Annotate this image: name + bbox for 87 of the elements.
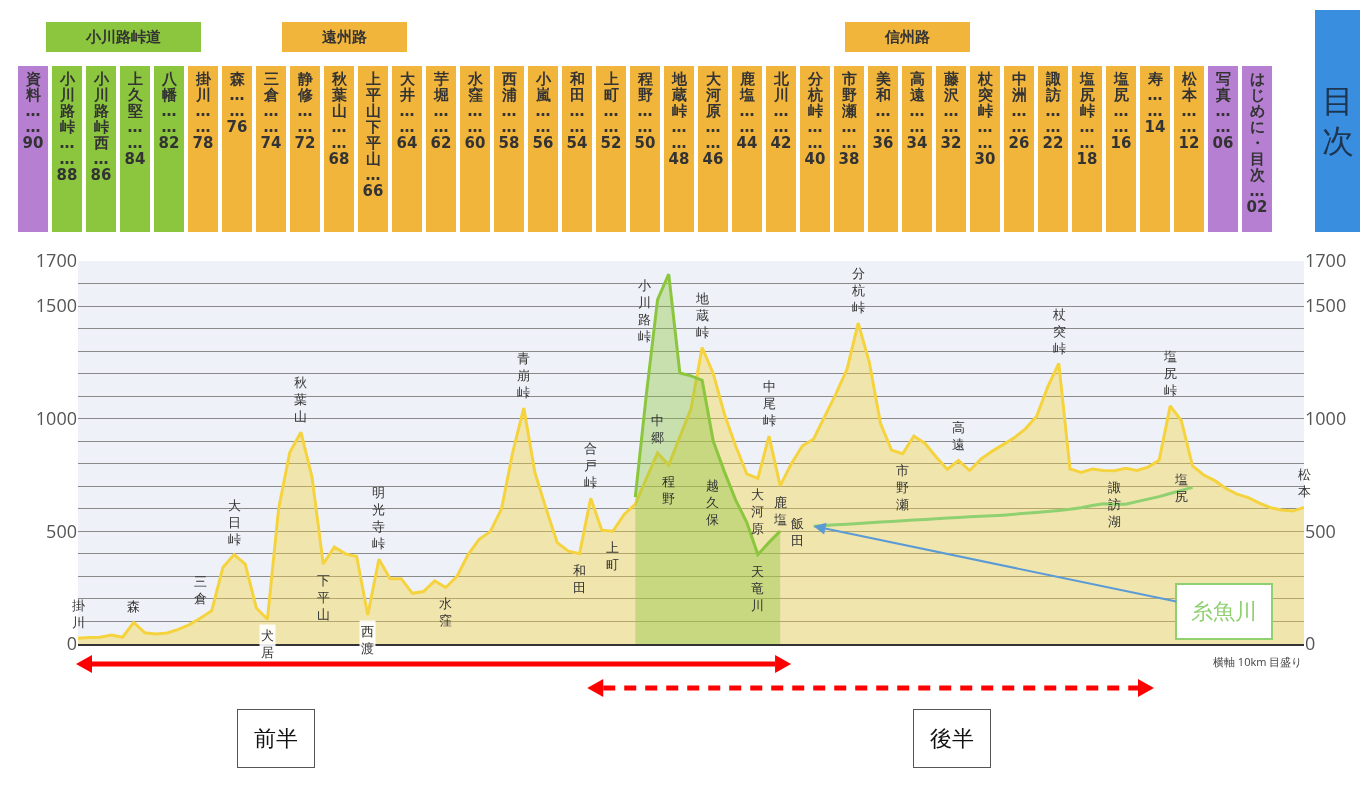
category-label: 小川路峠西…86 [86,66,116,232]
category-label: 水窪……60 [460,66,490,232]
data-label: 上町 [606,538,619,573]
text: 後半 [930,726,974,751]
data-label: 明光寺峠 [372,483,385,552]
data-label: 青崩峠 [517,349,530,401]
data-label: 越久保 [706,476,719,528]
data-label: 秋葉山 [294,373,307,425]
category-label: 上久堅……84 [120,66,150,232]
text: 目次 [1249,150,1265,184]
category-label: 森……76 [222,66,252,232]
category-label: 大井……64 [392,66,422,232]
category-label: 写真……06 [1208,66,1238,232]
category-label: 和田……54 [562,66,592,232]
data-label: 森 [127,597,140,615]
category-label: 資料……90 [18,66,48,232]
category-label: 松本……12 [1174,66,1204,232]
category-label: 塩尻峠……18 [1072,66,1102,232]
y-tick-label: 1700 [35,248,77,273]
text: 小川路峠道 [45,22,201,52]
category-label: 市野瀬……38 [834,66,864,232]
category-label: 小川路峠……88 [52,66,82,232]
category-label: 鹿塩……44 [732,66,762,232]
category-label: 藤沢……32 [936,66,966,232]
title-panel: 目次 [1315,10,1360,232]
data-label: 和田 [573,561,586,596]
data-label: 犬居 [261,626,274,661]
text: 糸魚川 [1191,599,1257,624]
category-label: 地蔵峠……48 [664,66,694,232]
category-label: 掛川……78 [188,66,218,232]
category-label: 高遠……34 [902,66,932,232]
category-label: 美和……36 [868,66,898,232]
text: 前半 [254,726,298,751]
data-label: 鹿塩 [773,493,787,528]
category-label: 小嵐……56 [528,66,558,232]
data-label: 分杭峠 [851,264,865,316]
category-label: 秋葉山……68 [324,66,354,232]
data-label: 天竜川 [751,562,764,614]
data-label: 西渡 [361,622,374,657]
y-tick-label: 0 [66,631,77,656]
data-label: 三倉 [194,572,207,607]
y2-tick-label: 0 [1305,631,1316,656]
data-label: 小川路峠 [638,276,651,345]
data-label: 諏訪湖 [1108,478,1121,530]
category-label: 大河原……46 [698,66,728,232]
category-label: 八幡……82 [154,66,184,232]
data-label: 地蔵峠 [695,289,709,341]
data-label: 中尾峠 [763,377,776,429]
data-label: 水窪 [439,594,452,629]
category-label: 分杭峠……40 [800,66,830,232]
y-tick-label: 500 [46,518,77,543]
category-label: 塩尻……16 [1106,66,1136,232]
category-label: 西浦……58 [494,66,524,232]
data-label: 合戸峠 [584,439,597,491]
category-label: 中洲……26 [1004,66,1034,232]
data-label: 掛川 [72,596,85,631]
data-label: 市野瀬 [896,461,909,513]
category-label: 程野……50 [630,66,660,232]
category-label: 三倉……74 [256,66,286,232]
y2-tick-label: 500 [1305,518,1336,543]
text: 遠州路 [281,22,407,52]
data-label: 杖突峠 [1052,305,1066,357]
data-label: 程野 [662,472,675,507]
text: 横軸 10km 目盛り [1213,654,1303,669]
y2-tick-label: 1500 [1305,293,1347,318]
data-label: 高遠 [952,418,965,453]
data-label: 飯田 [791,514,804,549]
data-label: 塩尻 [1174,470,1188,505]
data-label: 大日峠 [228,496,241,548]
category-label: 上町……52 [596,66,626,232]
category-label: 静修……72 [290,66,320,232]
text: 信州路 [844,22,970,52]
category-label: 寿……14 [1140,66,1170,232]
category-label: 諏訪……22 [1038,66,1068,232]
y-tick-label: 1000 [35,406,77,431]
data-label: 下平山 [317,571,330,623]
data-label: 松本 [1298,465,1311,500]
data-label: 大河原 [751,485,764,537]
y2-tick-label: 1000 [1305,406,1347,431]
category-label: 芋堀……62 [426,66,456,232]
y2-tick-label: 1700 [1305,248,1347,273]
category-label: 北川……42 [766,66,796,232]
category-label: 上平山下平山…66 [358,66,388,232]
data-label: 中郷 [651,411,664,446]
data-label: 塩尻峠 [1163,347,1177,399]
y-tick-label: 1500 [35,293,77,318]
category-label: 杖突峠……30 [970,66,1000,232]
